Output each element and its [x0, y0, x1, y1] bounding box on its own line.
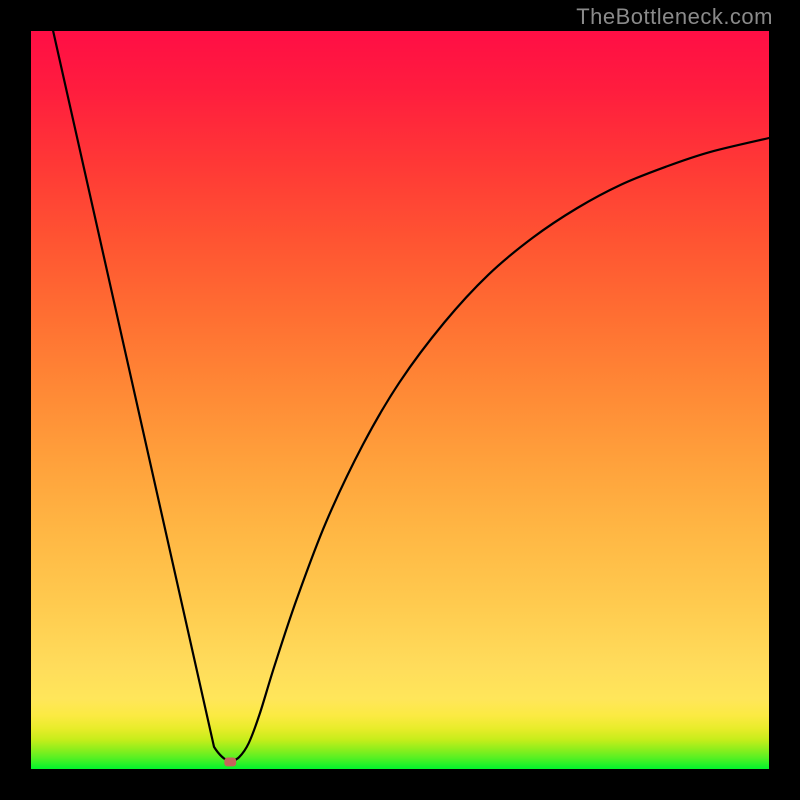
series-left-branch — [53, 31, 230, 762]
series-right-branch — [230, 138, 769, 762]
chart-stage: TheBottleneck.com — [0, 0, 800, 800]
curve-layer — [31, 31, 769, 769]
trough-marker — [224, 758, 236, 767]
plot-area — [31, 31, 769, 769]
watermark-text: TheBottleneck.com — [576, 4, 773, 30]
